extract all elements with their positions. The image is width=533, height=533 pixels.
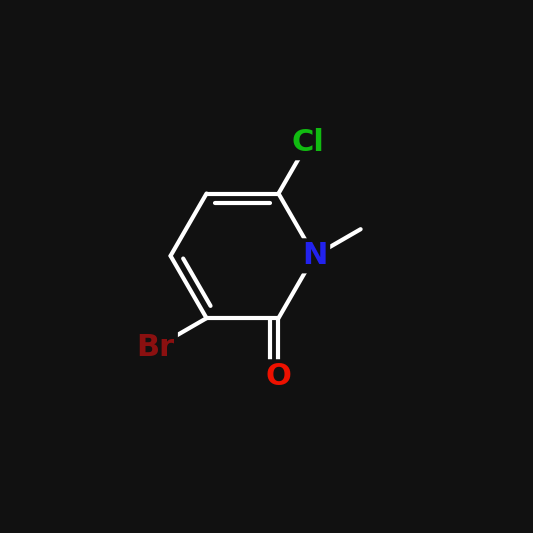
Text: N: N: [302, 241, 327, 270]
Text: Br: Br: [136, 333, 175, 362]
Text: Cl: Cl: [292, 128, 324, 157]
Text: O: O: [265, 362, 292, 391]
